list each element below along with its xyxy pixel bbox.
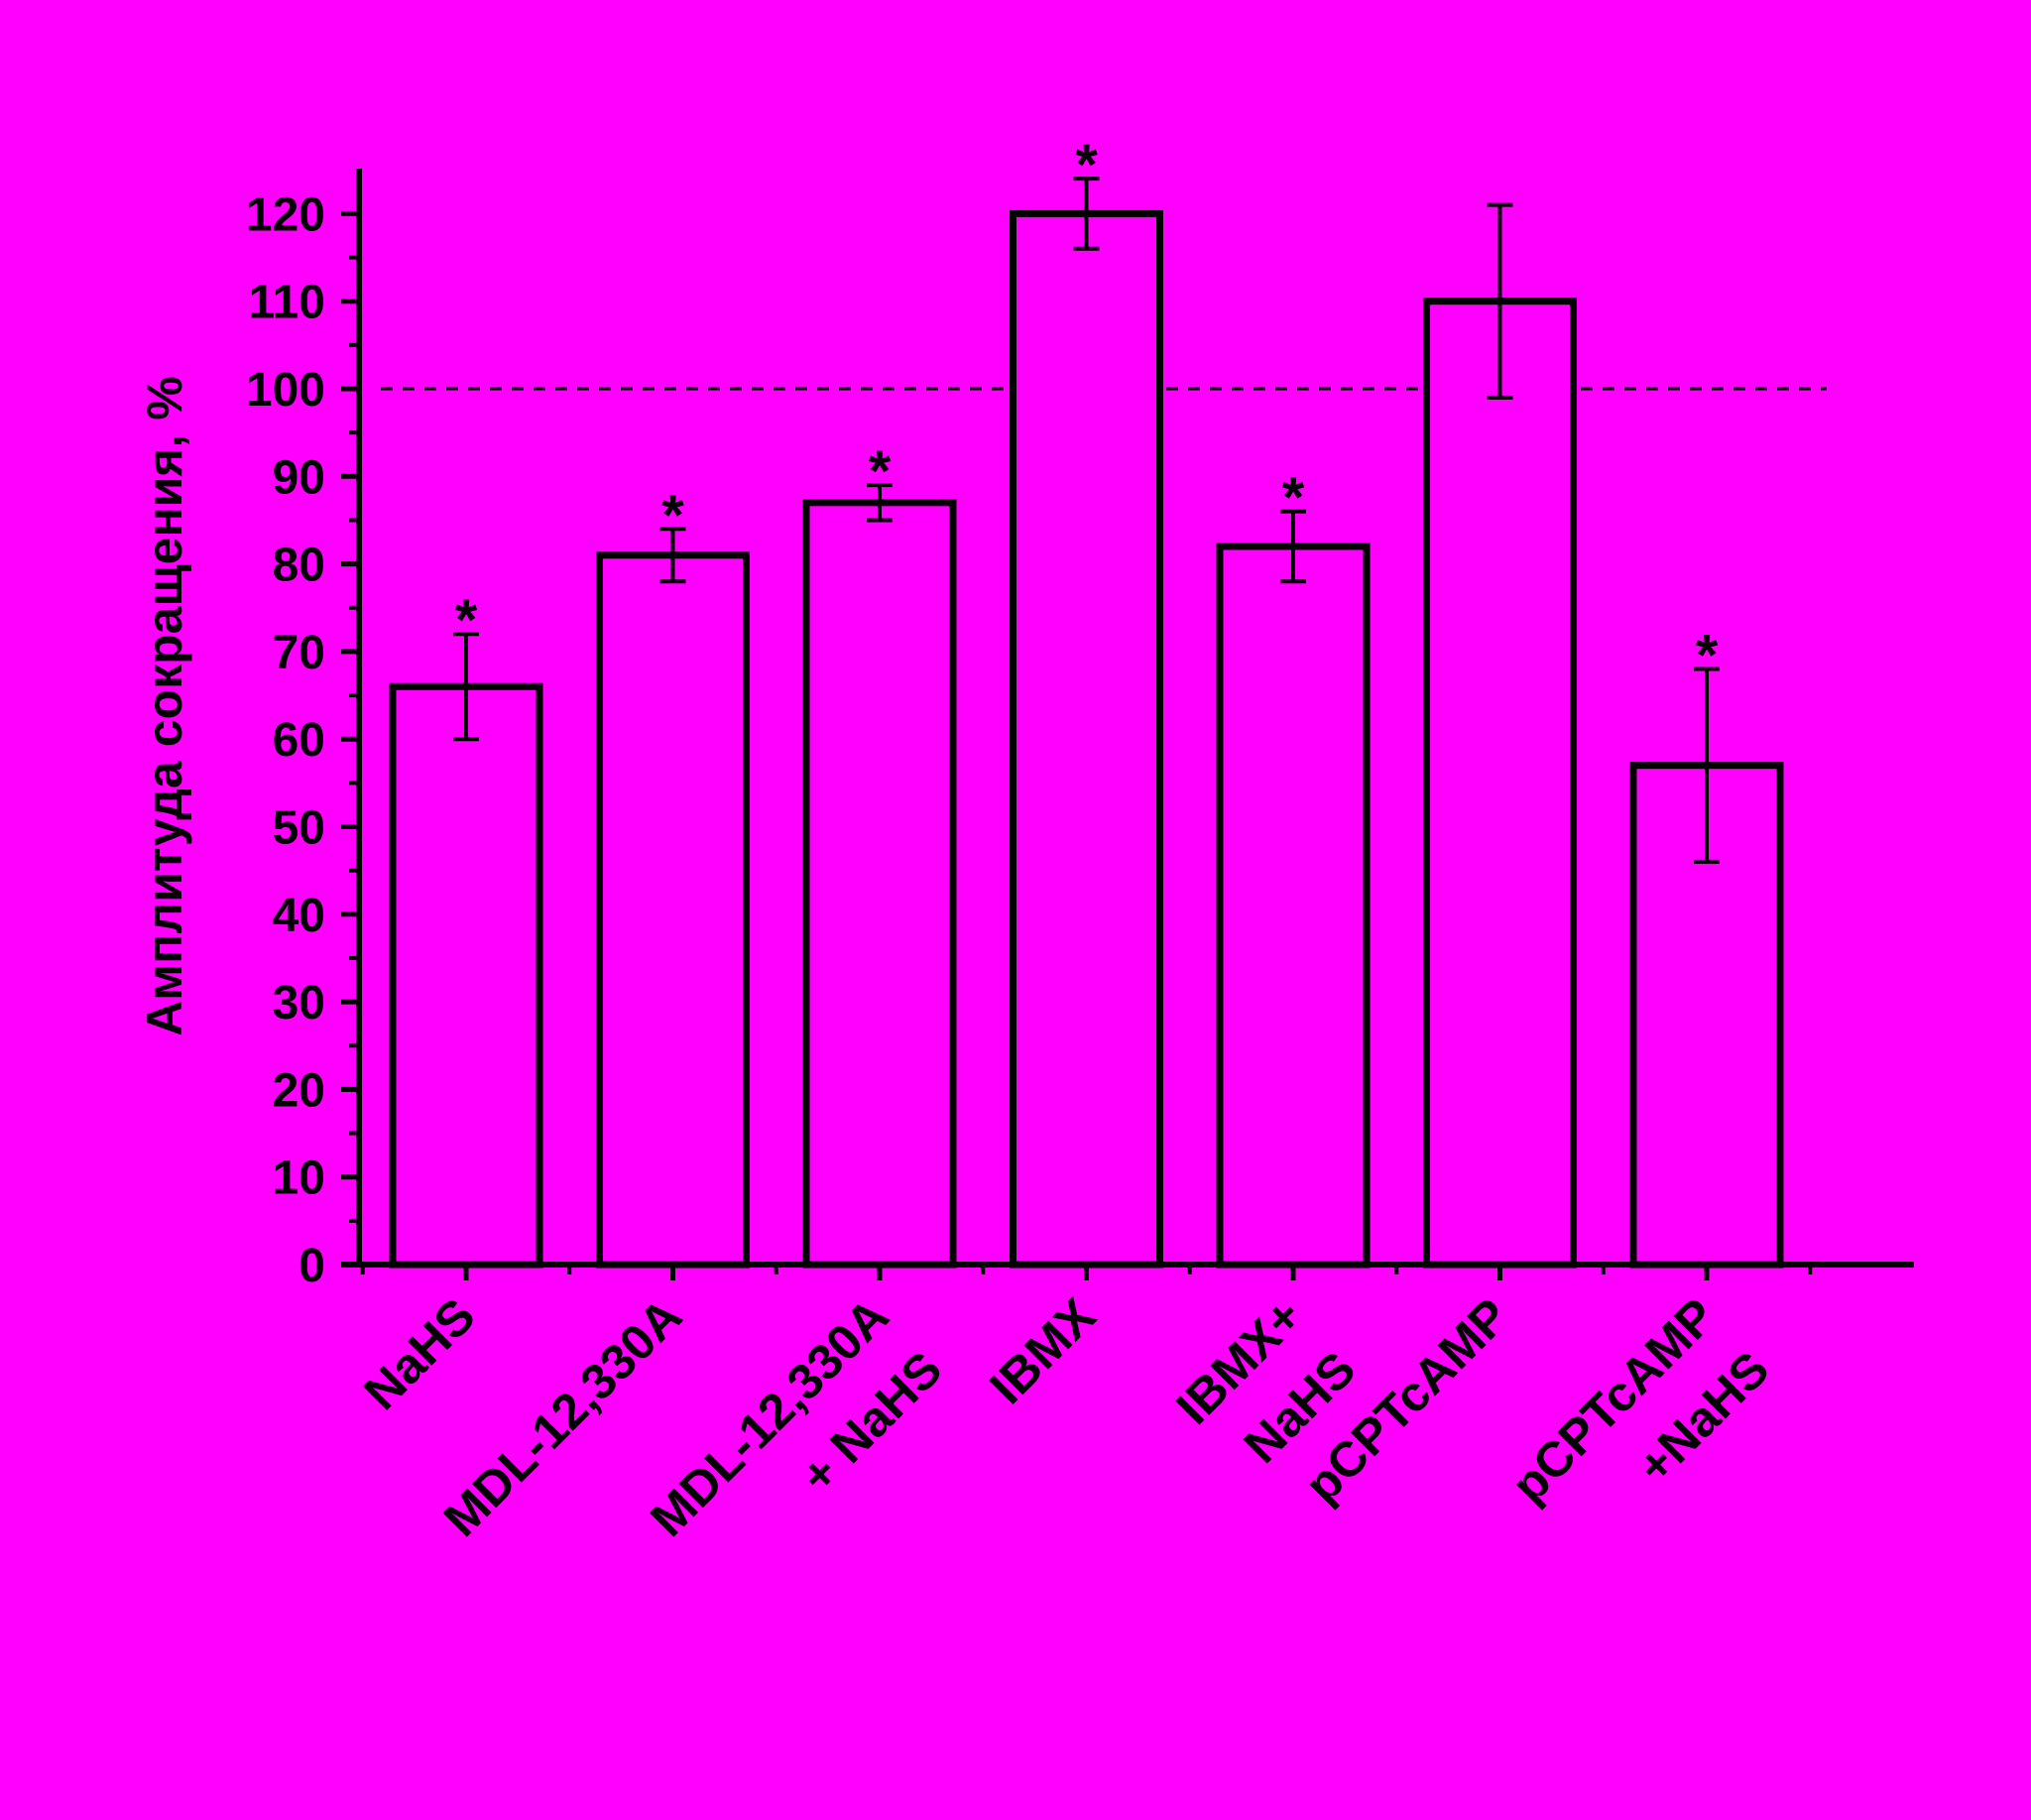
x-tick-label-text: NaHS <box>353 1287 486 1420</box>
y-tick-label: 20 <box>273 1064 325 1117</box>
significance-mark-3: * <box>869 439 892 504</box>
y-tick-label: 50 <box>273 802 325 855</box>
y-tick-label: 80 <box>273 540 325 592</box>
x-tick-label-text: IBMX <box>979 1287 1106 1414</box>
x-tick-label-7: pCPTcAMP+NaHS <box>1500 1287 1779 1566</box>
bar-3 <box>802 499 957 1269</box>
axes-layer: 0 10 20 30 40 50 60 70 80 90 100 110 120 <box>246 169 1914 1292</box>
y-tick-label: 90 <box>273 451 325 504</box>
bar-1 <box>389 682 543 1269</box>
y-tick-label: 10 <box>273 1153 325 1205</box>
x-tick-label-1: NaHS <box>353 1287 486 1420</box>
bar-2 <box>596 551 750 1269</box>
x-tick-label-line: IBMX <box>979 1287 1106 1414</box>
significance-mark-2: * <box>661 483 684 547</box>
x-tick-label-text: pCPTcAMP+NaHS <box>1500 1287 1779 1566</box>
bars-layer: * * * * * * <box>389 133 1784 1269</box>
bar-5 <box>1216 543 1371 1269</box>
y-tick-label: 30 <box>273 977 325 1030</box>
y-tick-label: 40 <box>273 890 325 942</box>
x-tick-label-3: MDL-12,330A+ NaHS <box>640 1287 952 1600</box>
bar-6 <box>1423 298 1577 1269</box>
significance-mark-1: * <box>455 588 478 653</box>
significance-mark-4: * <box>1075 133 1098 197</box>
y-tick-label: 70 <box>273 627 325 679</box>
y-tick-label: 120 <box>246 188 325 241</box>
y-tick-label: 110 <box>249 277 325 329</box>
y-axis-label: Амплитуда сокращения, % <box>137 376 192 1036</box>
y-tick-label: 60 <box>273 714 325 767</box>
bar-4 <box>1010 209 1163 1269</box>
x-tick-label-line: NaHS <box>353 1287 486 1420</box>
x-tick-label-text: MDL-12,330A+ NaHS <box>640 1287 952 1600</box>
y-tick-label: 100 <box>246 364 325 417</box>
y-tick-label: 0 <box>299 1240 325 1292</box>
x-tick-label-4: IBMX <box>979 1287 1106 1414</box>
significance-mark-5: * <box>1282 466 1305 531</box>
significance-mark-7: * <box>1696 624 1719 688</box>
